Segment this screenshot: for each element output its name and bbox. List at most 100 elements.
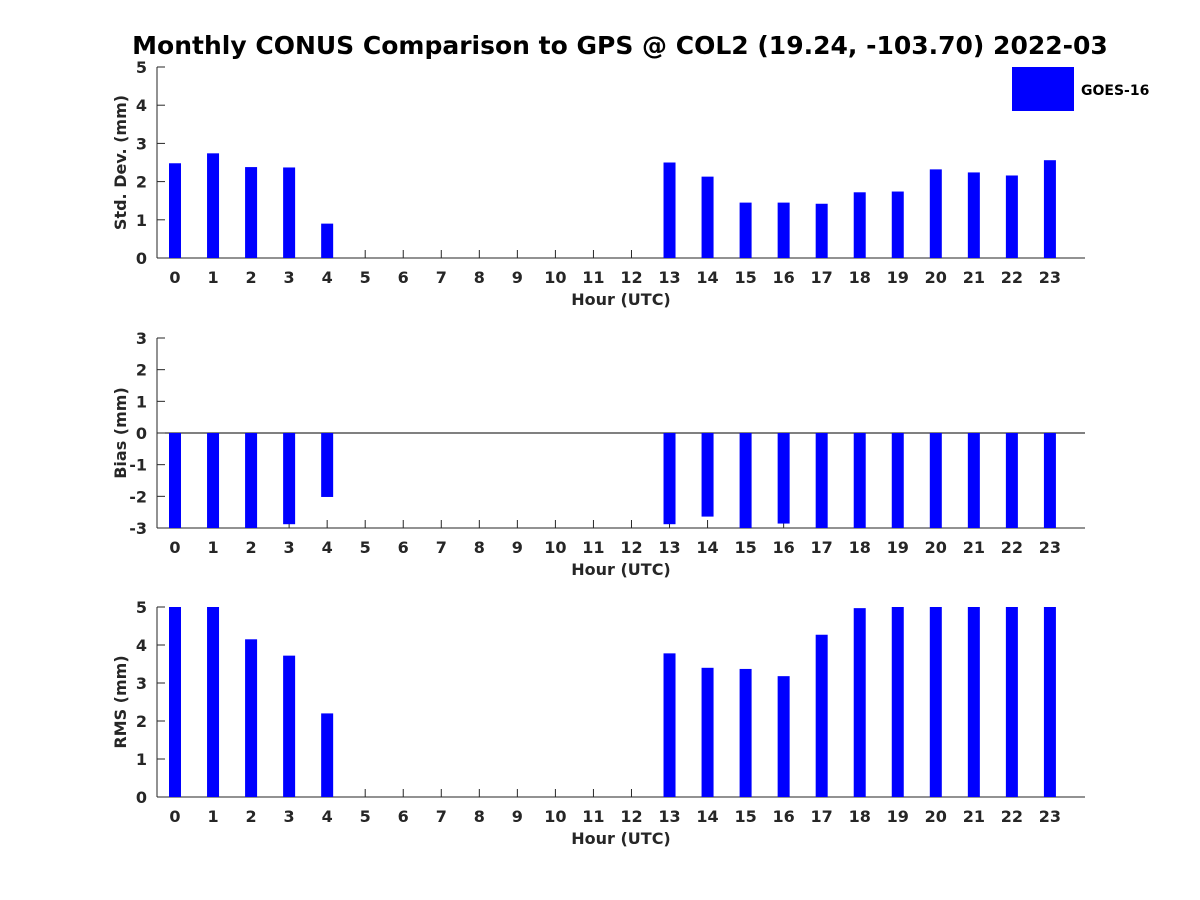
std-dev-y-tick-label: 2 bbox=[136, 173, 147, 192]
bias-bar bbox=[701, 433, 714, 517]
bias-x-tick-label: 4 bbox=[322, 538, 333, 557]
rms-x-tick-label: 7 bbox=[436, 807, 447, 826]
std-dev-x-tick-label: 19 bbox=[887, 268, 909, 287]
bias-x-tick-label: 9 bbox=[512, 538, 523, 557]
bias-bar bbox=[169, 433, 181, 528]
std-dev-bar bbox=[245, 167, 258, 258]
std-dev-x-tick-label: 2 bbox=[246, 268, 257, 287]
std-dev-bar bbox=[169, 163, 181, 258]
bias-y-tick-label: 0 bbox=[136, 424, 147, 443]
bias-y-tick-label: 3 bbox=[136, 329, 147, 348]
std-dev-x-tick-label: 13 bbox=[658, 268, 680, 287]
std-dev-bar bbox=[207, 153, 220, 258]
std-dev-x-tick-label: 21 bbox=[963, 268, 985, 287]
std-dev-bar bbox=[283, 167, 296, 258]
legend: GOES-16 bbox=[1012, 67, 1149, 111]
std-dev-y-tick-label: 0 bbox=[136, 249, 147, 268]
rms-y-tick-label: 1 bbox=[136, 750, 147, 769]
rms-x-tick-label: 10 bbox=[544, 807, 566, 826]
std-dev-y-tick-label: 4 bbox=[136, 96, 147, 115]
bias-y-label: Bias (mm) bbox=[111, 387, 130, 479]
std-dev-x-label: Hour (UTC) bbox=[571, 290, 671, 309]
bias-bar bbox=[1005, 433, 1018, 528]
rms-x-tick-label: 21 bbox=[963, 807, 985, 826]
bias-bar bbox=[853, 433, 866, 528]
std-dev-bar bbox=[929, 169, 942, 258]
bias-x-tick-label: 16 bbox=[773, 538, 795, 557]
std-dev-bar bbox=[739, 202, 752, 258]
std-dev-bar bbox=[853, 192, 866, 258]
bias-x-tick-label: 10 bbox=[544, 538, 566, 557]
std-dev-y-tick-label: 1 bbox=[136, 211, 147, 230]
std-dev-bar bbox=[1005, 175, 1018, 258]
std-dev-bar bbox=[891, 191, 904, 258]
rms-x-tick-label: 8 bbox=[474, 807, 485, 826]
bias-x-tick-label: 1 bbox=[207, 538, 218, 557]
rms-y-tick-label: 4 bbox=[136, 636, 147, 655]
std-dev-bar bbox=[701, 176, 714, 258]
rms-x-tick-label: 0 bbox=[169, 807, 180, 826]
rms-x-tick-label: 5 bbox=[360, 807, 371, 826]
std-dev-bar bbox=[777, 202, 790, 258]
rms-y-tick-label: 2 bbox=[136, 712, 147, 731]
std-dev-x-tick-label: 22 bbox=[1001, 268, 1023, 287]
bias-y-tick-label: 2 bbox=[136, 361, 147, 380]
std-dev-x-tick-label: 3 bbox=[284, 268, 295, 287]
std-dev-x-tick-label: 20 bbox=[925, 268, 947, 287]
bias-y-tick-label: -2 bbox=[129, 487, 147, 506]
bias-y-tick-label: -1 bbox=[129, 456, 147, 475]
rms-bar bbox=[967, 607, 980, 797]
rms-bar bbox=[1005, 607, 1018, 797]
bias-bar bbox=[1043, 433, 1056, 528]
std-dev-x-tick-label: 10 bbox=[544, 268, 566, 287]
std-dev-bar bbox=[663, 162, 676, 258]
bias-bar bbox=[663, 433, 676, 525]
bias-bar bbox=[321, 433, 334, 497]
bias-x-tick-label: 15 bbox=[734, 538, 756, 557]
std-dev-y-label: Std. Dev. (mm) bbox=[111, 95, 130, 230]
bias-x-tick-label: 17 bbox=[811, 538, 833, 557]
rms-x-tick-label: 20 bbox=[925, 807, 947, 826]
bias-x-tick-label: 23 bbox=[1039, 538, 1061, 557]
bias-bar bbox=[245, 433, 258, 528]
rms-y-tick-label: 0 bbox=[136, 788, 147, 807]
rms-x-tick-label: 6 bbox=[398, 807, 409, 826]
rms-x-tick-label: 17 bbox=[811, 807, 833, 826]
rms-bar bbox=[207, 607, 220, 797]
rms-bar bbox=[169, 607, 181, 797]
std-dev-x-tick-label: 17 bbox=[811, 268, 833, 287]
std-dev-x-tick-label: 1 bbox=[207, 268, 218, 287]
bias-x-tick-label: 18 bbox=[849, 538, 871, 557]
bias-bar bbox=[739, 433, 752, 528]
rms-bar bbox=[245, 639, 258, 797]
rms-bar bbox=[1043, 607, 1056, 797]
rms-x-tick-label: 15 bbox=[734, 807, 756, 826]
std-dev-x-tick-label: 15 bbox=[734, 268, 756, 287]
bias-x-tick-label: 2 bbox=[246, 538, 257, 557]
bias-bar bbox=[207, 433, 220, 528]
rms-bar bbox=[701, 667, 714, 797]
std-dev-x-tick-label: 5 bbox=[360, 268, 371, 287]
bias-bar bbox=[777, 433, 790, 524]
bias-x-tick-label: 8 bbox=[474, 538, 485, 557]
bias-x-tick-label: 19 bbox=[887, 538, 909, 557]
bias-bar bbox=[815, 433, 828, 528]
rms-x-tick-label: 3 bbox=[284, 807, 295, 826]
rms-x-tick-label: 19 bbox=[887, 807, 909, 826]
rms-y-tick-label: 5 bbox=[136, 598, 147, 617]
std-dev-bar bbox=[1043, 160, 1056, 258]
bias-x-tick-label: 7 bbox=[436, 538, 447, 557]
rms-bar bbox=[321, 713, 334, 797]
bias-bar bbox=[891, 433, 904, 528]
bias-bar bbox=[967, 433, 980, 528]
bias-x-tick-label: 13 bbox=[658, 538, 680, 557]
std-dev-x-tick-label: 16 bbox=[773, 268, 795, 287]
figure-title: Monthly CONUS Comparison to GPS @ COL2 (… bbox=[132, 31, 1108, 60]
bias-x-tick-label: 6 bbox=[398, 538, 409, 557]
std-dev-x-tick-label: 23 bbox=[1039, 268, 1061, 287]
rms-x-tick-label: 12 bbox=[620, 807, 642, 826]
rms-x-label: Hour (UTC) bbox=[571, 829, 671, 848]
